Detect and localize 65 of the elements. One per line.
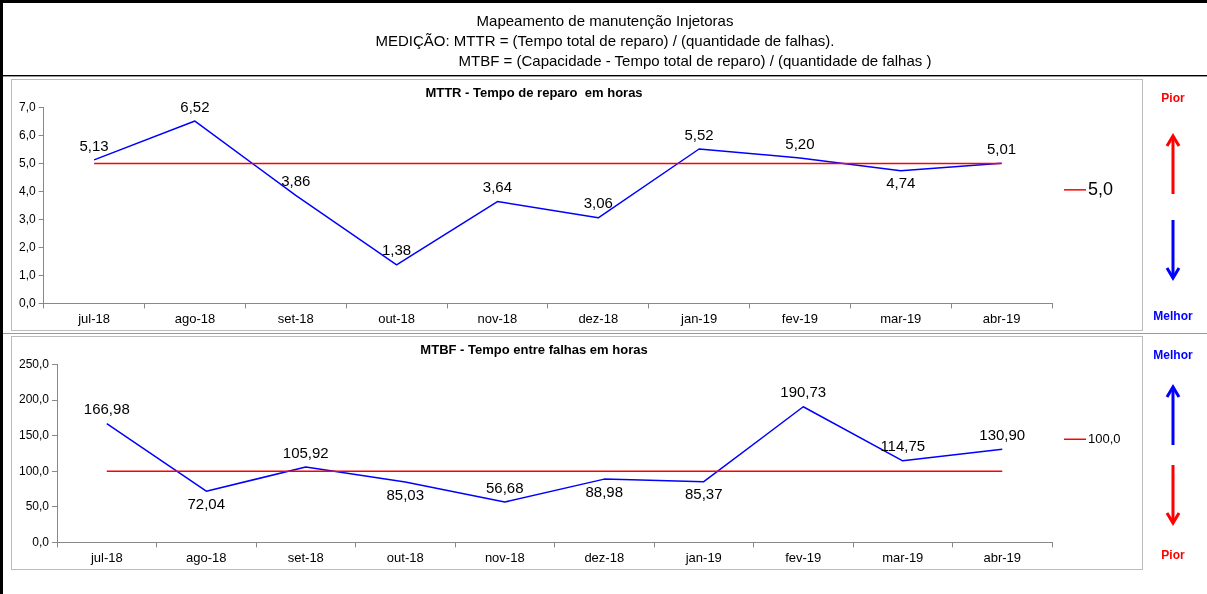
x-tick-label: nov-18 [477,310,518,326]
x-tick-label: out-18 [378,310,416,326]
data-label: 85,37 [684,485,723,503]
chart-title: MTBF - Tempo entre falhas em horas [420,342,648,358]
x-tick-label: ago-18 [174,310,216,326]
x-tick-label: dez-18 [584,549,625,565]
y-tick-label: 1,0 [18,267,36,282]
y-tick-label: 3,0 [18,211,36,226]
text: MTBF = (Capacidade - Tempo total de reparo) / (quantidade de falhas ) [457,51,933,71]
x-tick-label: set-18 [287,549,324,565]
y-tick-label: 7,0 [18,99,36,114]
x-tick-label: jul-18 [77,310,110,326]
x-tick-label: dez-18 [578,310,619,326]
x-tick-label: out-18 [386,549,424,565]
data-label: 4,74 [886,174,916,192]
chart-title: MTTR - Tempo de reparo em horas [425,85,643,101]
data-label: 5,01 [986,139,1017,157]
y-tick-label: 6,0 [18,127,36,142]
x-tick-label: fev-19 [785,549,822,565]
y-tick-label: 4,0 [18,183,36,198]
data-label: 166,98 [83,400,130,418]
x-tick-label: ago-18 [186,549,227,565]
data-label: 190,73 [780,383,827,401]
x-tick-label: mar-19 [880,310,922,326]
data-label: 5,52 [684,125,714,143]
x-tick-label: fev-19 [781,310,818,326]
y-tick-label: 2,0 [18,239,36,254]
data-label: 5,20 [785,134,815,152]
x-tick-label: jul-18 [89,549,123,565]
x-tick-label: abr-19 [982,310,1021,326]
x-tick-label: jan-19 [684,549,722,565]
data-label: 130,90 [979,425,1026,443]
text: MEDIÇÃO: MTTR = (Tempo total de reparo) / (quantidade de falhas). [374,31,836,51]
legend-label: 100,0 [1088,430,1121,446]
x-tick-label: nov-18 [484,549,525,565]
y-tick-label: 0,0 [32,534,50,549]
x-tick-label: jan-19 [680,310,718,326]
data-label: 1,38 [381,241,412,259]
y-tick-label: 250,0 [19,356,50,371]
y-tick-label: 0,0 [18,295,36,310]
data-label: 114,75 [880,437,926,455]
data-label: 85,03 [386,485,425,503]
data-label: 88,98 [585,482,624,500]
y-tick-label: 5,0 [18,155,36,170]
legend-label: 5,0 [1088,178,1114,199]
text: Melhor [1153,348,1193,362]
y-tick-label: 100,0 [19,463,50,478]
data-label: 3,64 [482,178,513,196]
data-label: 105,92 [282,443,329,461]
text: Melhor [1153,308,1193,323]
x-tick-label: set-18 [277,310,314,326]
text: Mapeamento de manutenção Injetoras [475,11,735,31]
data-label: 3,06 [583,194,613,212]
y-tick-label: 150,0 [19,428,50,443]
text: Pior [1161,91,1185,105]
text: Pior [1161,547,1185,562]
data-label: 72,04 [187,494,226,512]
x-tick-label: abr-19 [983,549,1022,565]
data-label: 6,52 [180,97,210,115]
x-tick-label: mar-19 [882,549,924,565]
y-tick-label: 50,0 [25,499,50,514]
data-label: 56,68 [485,478,524,496]
data-label: 3,86 [281,172,311,190]
data-label: 5,13 [79,136,109,154]
y-tick-label: 200,0 [19,392,50,407]
